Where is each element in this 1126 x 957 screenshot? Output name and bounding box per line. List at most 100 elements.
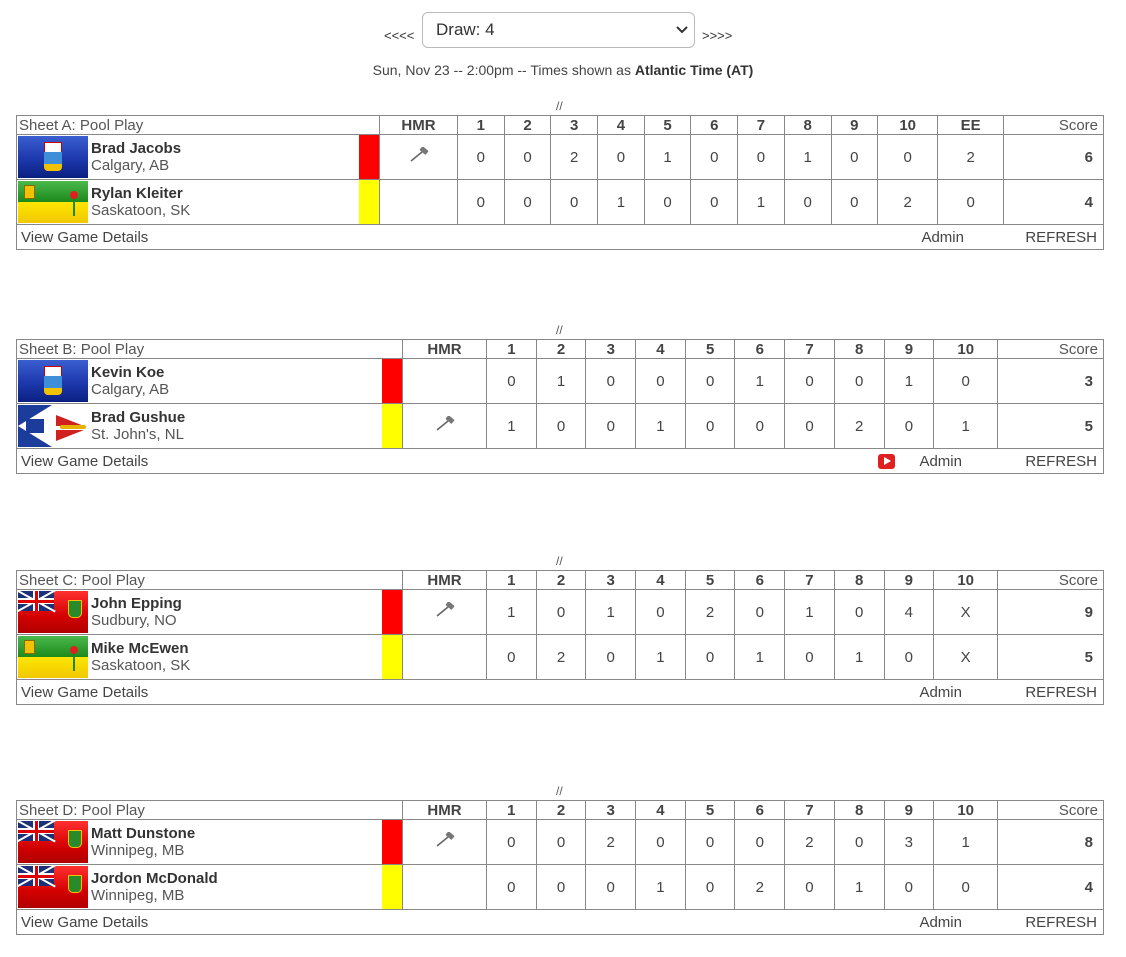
admin-link[interactable]: Admin xyxy=(919,683,962,701)
end-score: 0 xyxy=(503,134,552,180)
score-header: Score xyxy=(997,339,1104,359)
end-header: 2 xyxy=(535,800,587,820)
total-score: 9 xyxy=(997,589,1104,635)
game-separator: // xyxy=(556,784,563,798)
end-score: 1 xyxy=(486,589,537,635)
end-score: 0 xyxy=(883,864,935,910)
red-stone-indicator xyxy=(381,590,402,634)
end-score: 1 xyxy=(933,403,999,449)
end-header: 6 xyxy=(734,339,786,359)
video-play-icon[interactable] xyxy=(878,454,896,470)
end-score: 1 xyxy=(883,358,935,404)
team-cell: Mike McEwen Saskatoon, SK xyxy=(16,634,382,680)
end-header: 7 xyxy=(784,570,835,590)
admin-link[interactable]: Admin xyxy=(921,228,964,246)
end-header: 4 xyxy=(635,570,686,590)
team-city: Saskatoon, SK xyxy=(91,202,191,219)
end-score: 2 xyxy=(550,134,599,180)
team-city: Winnipeg, MB xyxy=(91,842,185,859)
end-header: 7 xyxy=(737,115,785,135)
end-score: 0 xyxy=(734,819,786,865)
end-score: 0 xyxy=(643,179,692,225)
end-score: 1 xyxy=(784,589,835,635)
hmr-header: HMR xyxy=(402,800,487,820)
game-footer: View Game Details Admin REFRESH xyxy=(16,224,1104,250)
refresh-link[interactable]: REFRESH xyxy=(1025,452,1097,470)
yellow-stone-indicator xyxy=(381,635,402,679)
view-game-details-link[interactable]: View Game Details xyxy=(21,913,149,931)
stone-color-cell xyxy=(358,134,380,180)
end-header: 8 xyxy=(783,115,832,135)
team-name: John Epping xyxy=(91,595,182,612)
game-footer-row: View Game Details Admin REFRESH xyxy=(16,448,1104,474)
end-score: 2 xyxy=(937,134,1005,180)
end-header: 10 xyxy=(933,339,999,359)
end-score: X xyxy=(933,589,999,635)
end-header: 8 xyxy=(833,800,885,820)
game-footer: View Game Details Admin REFRESH xyxy=(16,679,1104,705)
end-header: 6 xyxy=(734,570,786,590)
score-header: Score xyxy=(1003,115,1104,135)
end-score: 0 xyxy=(933,358,999,404)
team-city: Winnipeg, MB xyxy=(91,887,185,904)
end-header: 5 xyxy=(643,115,692,135)
end-header: 9 xyxy=(883,339,935,359)
admin-link[interactable]: Admin xyxy=(919,913,962,931)
refresh-link[interactable]: REFRESH xyxy=(1025,683,1097,701)
ontario-flag xyxy=(18,591,88,633)
scoreboard-table: Sheet C: Pool Play HMR 1 2 3 4 5 6 7 8 9 10 Score J… xyxy=(16,570,1104,705)
total-score: 5 xyxy=(997,634,1104,680)
refresh-link[interactable]: REFRESH xyxy=(1025,228,1097,246)
end-score: 0 xyxy=(535,819,587,865)
end-header: 1 xyxy=(486,570,537,590)
end-header: 6 xyxy=(734,800,786,820)
end-header: 3 xyxy=(550,115,599,135)
draw-select[interactable]: Draw: 4 xyxy=(422,12,695,48)
previous-draw-link[interactable]: <<<< xyxy=(384,28,415,43)
team-name: Matt Dunstone xyxy=(91,825,196,842)
game-footer: View Game Details Admin REFRESH xyxy=(16,448,1104,474)
end-header: 8 xyxy=(833,339,885,359)
red-stone-indicator xyxy=(381,359,403,403)
end-score: 1 xyxy=(635,403,686,449)
scoreboard-table: Sheet B: Pool Play HMR 1 2 3 4 5 6 7 8 9 10 Score K… xyxy=(15,339,1104,474)
alberta-flag xyxy=(18,360,88,402)
end-header: 6 xyxy=(690,115,739,135)
end-score: 1 xyxy=(833,864,885,910)
yellow-stone-indicator xyxy=(358,180,379,224)
end-score: 0 xyxy=(635,358,686,404)
alberta-flag xyxy=(18,136,88,178)
sheet-title: Sheet B: Pool Play xyxy=(15,339,404,359)
end-score: 0 xyxy=(784,634,835,680)
next-draw-link[interactable]: >>>> xyxy=(702,28,733,43)
total-score: 4 xyxy=(1003,179,1104,225)
game-separator: // xyxy=(556,99,563,113)
refresh-link[interactable]: REFRESH xyxy=(1025,913,1097,931)
sheet-title: Sheet A: Pool Play xyxy=(16,115,380,135)
end-score: 2 xyxy=(734,864,786,910)
end-header: 8 xyxy=(833,570,885,590)
team-name: Brad Gushue xyxy=(91,409,186,426)
end-score: 0 xyxy=(635,819,686,865)
total-score: 6 xyxy=(1003,134,1104,180)
team-city: Calgary, AB xyxy=(91,381,170,398)
hmr-header: HMR xyxy=(402,339,488,359)
hammer-cell xyxy=(402,589,487,635)
end-header: 9 xyxy=(883,800,935,820)
stone-color-cell xyxy=(381,819,403,865)
view-game-details-link[interactable]: View Game Details xyxy=(21,683,149,701)
end-score: 1 xyxy=(833,634,885,680)
admin-link[interactable]: Admin xyxy=(919,452,962,470)
game-footer-row: View Game Details Admin REFRESH xyxy=(16,679,1104,705)
end-score: 1 xyxy=(734,634,786,680)
hammer-icon xyxy=(409,146,428,162)
view-game-details-link[interactable]: View Game Details xyxy=(21,452,149,470)
view-game-details-link[interactable]: View Game Details xyxy=(21,228,149,246)
end-score: 4 xyxy=(883,589,935,635)
end-header: 4 xyxy=(597,115,645,135)
end-score: 0 xyxy=(734,589,786,635)
